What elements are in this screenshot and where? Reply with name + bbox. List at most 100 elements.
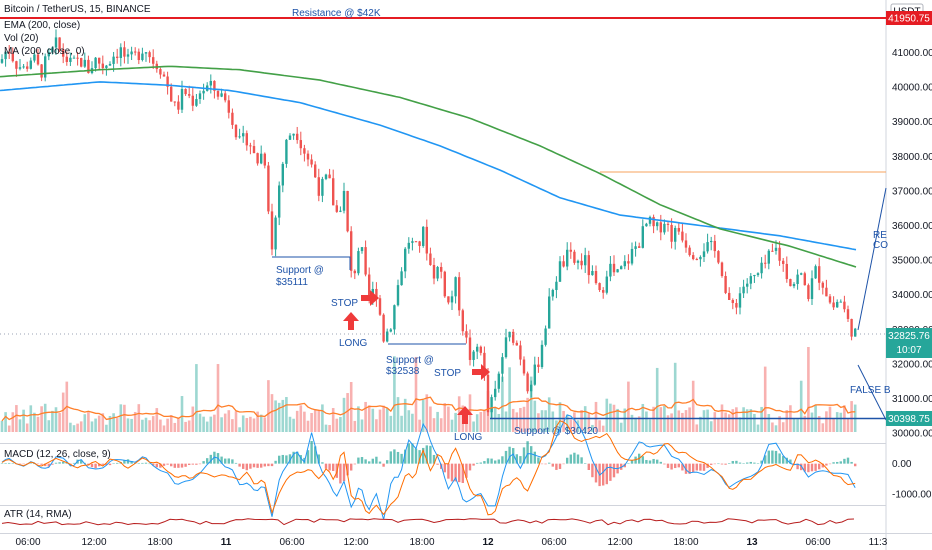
candle-body: [440, 266, 443, 272]
macd-histogram-bar: [591, 463, 594, 478]
arrow-up-icon[interactable]: [457, 406, 473, 424]
macd-histogram-bar: [123, 460, 126, 464]
macd-histogram-bar: [735, 460, 738, 464]
macd-histogram-bar: [494, 460, 497, 464]
volume-bar: [220, 417, 223, 432]
macd-histogram-bar: [404, 449, 407, 464]
resistance-label[interactable]: Resistance @ $42K: [292, 8, 381, 19]
volume-bar: [443, 403, 447, 432]
current-price-box[interactable]: 32825.76 10:07: [886, 328, 932, 358]
macd-histogram-bar: [850, 461, 853, 464]
candle-body: [807, 285, 810, 300]
symbol-title[interactable]: Bitcoin / TetherUS, 15, BINANCE: [4, 4, 151, 15]
support-35111-line[interactable]: [272, 256, 351, 270]
candle-body: [501, 357, 504, 374]
re-label[interactable]: RE: [873, 230, 887, 241]
macd-histogram-bar: [681, 463, 684, 471]
volume-bar: [605, 398, 609, 432]
volume-bar: [115, 418, 119, 432]
macd-histogram-bar: [756, 463, 760, 464]
projection-line-up[interactable]: [857, 187, 887, 331]
candle-body: [94, 57, 97, 69]
support-35111-label-line1[interactable]: Support @: [276, 265, 324, 276]
macd-histogram-bar: [206, 458, 209, 464]
resistance-price-box[interactable]: 41950.75: [886, 11, 932, 25]
support-32538-label-line1[interactable]: Support @: [386, 355, 434, 366]
stop-label-1[interactable]: STOP: [331, 298, 358, 309]
candle-body: [148, 52, 151, 58]
macd-histogram-bar: [774, 450, 778, 464]
candle-body: [389, 329, 392, 332]
svg-text:41950.75: 41950.75: [888, 14, 930, 25]
volume-bar: [238, 427, 241, 432]
candle-body: [645, 223, 648, 227]
volume-bar: [547, 397, 551, 432]
volume-bar: [241, 415, 245, 432]
arrow-up-icon[interactable]: [343, 312, 359, 330]
candle-body: [180, 89, 184, 110]
ma-legend[interactable]: MA (200, close, 0): [4, 46, 85, 57]
candle-body: [375, 288, 378, 299]
arrow-right-icon[interactable]: [361, 290, 379, 306]
candle-body: [623, 261, 626, 267]
macd-histogram-bar: [832, 462, 835, 464]
volume-bar: [742, 407, 745, 432]
support-35111-label-line2[interactable]: $35111: [276, 277, 308, 288]
volume-bar: [504, 411, 508, 432]
candle-body: [634, 246, 637, 249]
volume-bar: [472, 421, 475, 432]
candle-body: [544, 328, 547, 345]
volume-bar: [630, 414, 634, 432]
volume-bar: [371, 408, 375, 432]
macd-histogram-bar: [353, 463, 356, 465]
macd-histogram: [0, 440, 857, 487]
volume-bar: [148, 420, 151, 432]
macd-histogram-bar: [202, 461, 205, 464]
macd-histogram-bar: [296, 451, 299, 464]
candle-body: [630, 248, 634, 264]
co-label[interactable]: CO: [873, 240, 888, 251]
volume-bar: [36, 416, 40, 432]
projection-line-down[interactable]: [857, 364, 887, 421]
candle-body: [713, 240, 716, 252]
macd-legend[interactable]: MACD (12, 26, close, 9): [4, 449, 111, 460]
volume-bar: [11, 412, 15, 432]
volume-bar: [382, 405, 385, 432]
volume-bar: [267, 380, 270, 432]
candle-body: [508, 331, 511, 338]
volume-bar: [195, 364, 198, 432]
volume-bar: [551, 411, 555, 432]
candle-body: [695, 259, 698, 261]
volume-bar: [580, 410, 583, 432]
long-label-2[interactable]: LONG: [454, 432, 483, 443]
volume-bar: [123, 404, 126, 432]
vol-legend[interactable]: Vol (20): [4, 33, 39, 44]
stop-label-2[interactable]: STOP: [434, 368, 461, 379]
volume-bar: [515, 412, 519, 432]
atr-legend[interactable]: ATR (14, RMA): [4, 509, 72, 520]
candle-body: [8, 51, 11, 54]
volume-bar: [18, 419, 22, 432]
long-label-1[interactable]: LONG: [339, 338, 368, 349]
macd-histogram-bar: [321, 462, 324, 464]
support-30420-label[interactable]: Support @ $30420: [514, 426, 599, 437]
candle-body: [638, 246, 641, 248]
support-32538-label-line2[interactable]: $32538: [386, 366, 420, 377]
macd-histogram-bar: [141, 462, 144, 464]
volume-bar: [249, 416, 252, 432]
macd-histogram-bar: [350, 463, 353, 471]
macd-histogram-bar: [465, 463, 468, 478]
volume-bar: [483, 409, 486, 432]
candle-body: [227, 100, 230, 113]
macd-histogram-bar: [267, 463, 270, 467]
false-breakout-label[interactable]: FALSE B: [850, 385, 891, 396]
candle-body: [591, 270, 594, 276]
volume-bar: [601, 425, 605, 432]
arrow-right-icon[interactable]: [472, 364, 490, 380]
price-tick-label: 39000.00: [892, 117, 932, 128]
macd-histogram-bar: [728, 463, 731, 464]
candle-body: [116, 56, 119, 58]
support-price-box[interactable]: 30398.75: [886, 411, 932, 426]
ema-legend[interactable]: EMA (200, close): [4, 20, 81, 31]
